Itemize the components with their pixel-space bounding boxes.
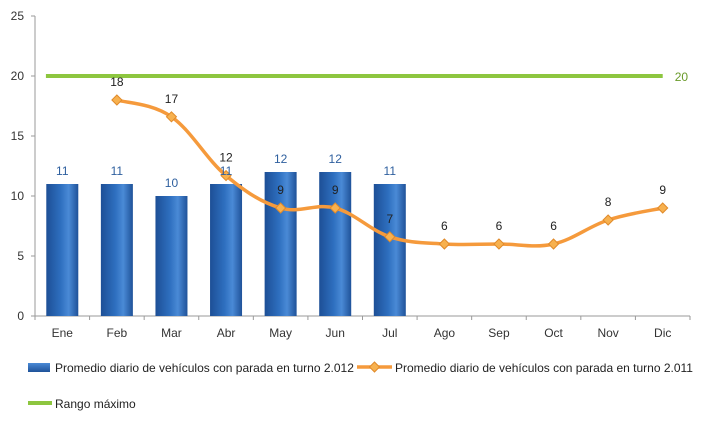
bar [264,172,297,316]
x-tick-label: May [269,326,292,340]
bar-data-label: 11 [384,164,397,178]
line-2011-marker [657,202,669,214]
line-2011-marker [438,238,451,250]
line-series-2011 [111,94,669,250]
legend-label-max: Rango máximo [55,397,136,411]
bar-data-label: 12 [329,152,343,166]
line-2011-marker [165,111,178,123]
line-data-label: 17 [165,92,179,106]
x-tick-label: Sep [488,326,510,340]
legend-label-2012: Promedio diario de vehículos con parada … [55,361,354,375]
legend-swatch-bar [28,363,50,372]
line-data-label: 12 [219,151,233,165]
y-tick-label: 25 [11,9,25,23]
bar-data-label: 11 [111,164,124,178]
line-2011-marker [220,169,232,182]
bar-data-label: 12 [274,152,288,166]
bar-data-label: 10 [165,176,179,190]
x-tick-label: Nov [597,326,618,340]
line-2011-marker [329,202,341,214]
x-tick-label: Dic [654,326,671,340]
bar-data-label: 11 [220,164,233,178]
line-2011-marker [493,238,505,250]
axes: 0 5 10 15 20 25 Ene Feb Mar Abr May Jun Jul Ago Sep Oct… [11,9,691,340]
bar [155,196,188,316]
x-tick-label: Abr [217,326,236,340]
line-2011-marker [384,231,396,243]
legend-swatch-marker-2011 [368,361,381,373]
line-data-label: 9 [659,183,666,197]
line-data-label: 6 [550,219,557,233]
bar-data-label: 11 [56,164,69,178]
x-tick-label: Oct [544,326,563,340]
y-tick-label: 10 [11,189,25,203]
y-tick-label: 15 [11,129,25,143]
x-tick-label: Ene [52,326,74,340]
legend: Promedio diario de vehículos con parada … [28,361,693,411]
line-2011-marker [602,214,614,226]
y-tick-label: 0 [17,309,24,323]
legend-label-2011: Promedio diario de vehículos con parada … [395,361,693,375]
x-tick-label: Jun [326,326,345,340]
bar [210,184,243,316]
line-data-label: 6 [441,219,448,233]
bar-series-2012 [46,172,406,316]
line-data-label: 9 [277,183,284,197]
x-tick-label: Jul [382,326,397,340]
y-tick-label: 5 [17,249,24,263]
y-tick-label: 20 [11,69,25,83]
x-tick-label: Mar [161,326,182,340]
line-2011-marker [547,238,560,250]
line-data-label: 7 [386,212,393,226]
line-data-label: 8 [605,195,612,209]
line-2011-marker [111,94,123,106]
bar [100,184,133,316]
line-data-label: 9 [332,183,339,197]
max-range-label: 20 [675,70,689,84]
x-tick-label: Ago [434,326,456,340]
x-tick-label: Feb [107,326,128,340]
line-data-label: 6 [496,219,503,233]
bar [46,184,79,316]
bar [319,172,352,316]
bar [373,184,406,316]
line-data-label: 18 [110,75,124,89]
line-2011-marker [274,202,287,214]
